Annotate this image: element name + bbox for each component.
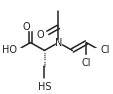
- Text: HO: HO: [1, 45, 16, 55]
- Text: HS: HS: [37, 82, 51, 92]
- Bar: [42, 32, 46, 38]
- Text: O: O: [23, 22, 30, 32]
- Bar: [55, 40, 60, 45]
- Bar: [12, 48, 21, 53]
- Text: Cl: Cl: [81, 58, 90, 68]
- Text: N: N: [54, 38, 62, 48]
- Bar: [39, 79, 49, 85]
- Bar: [81, 55, 90, 61]
- Bar: [28, 24, 33, 30]
- Text: Cl: Cl: [99, 45, 109, 55]
- Bar: [95, 48, 104, 53]
- Text: O: O: [36, 30, 44, 40]
